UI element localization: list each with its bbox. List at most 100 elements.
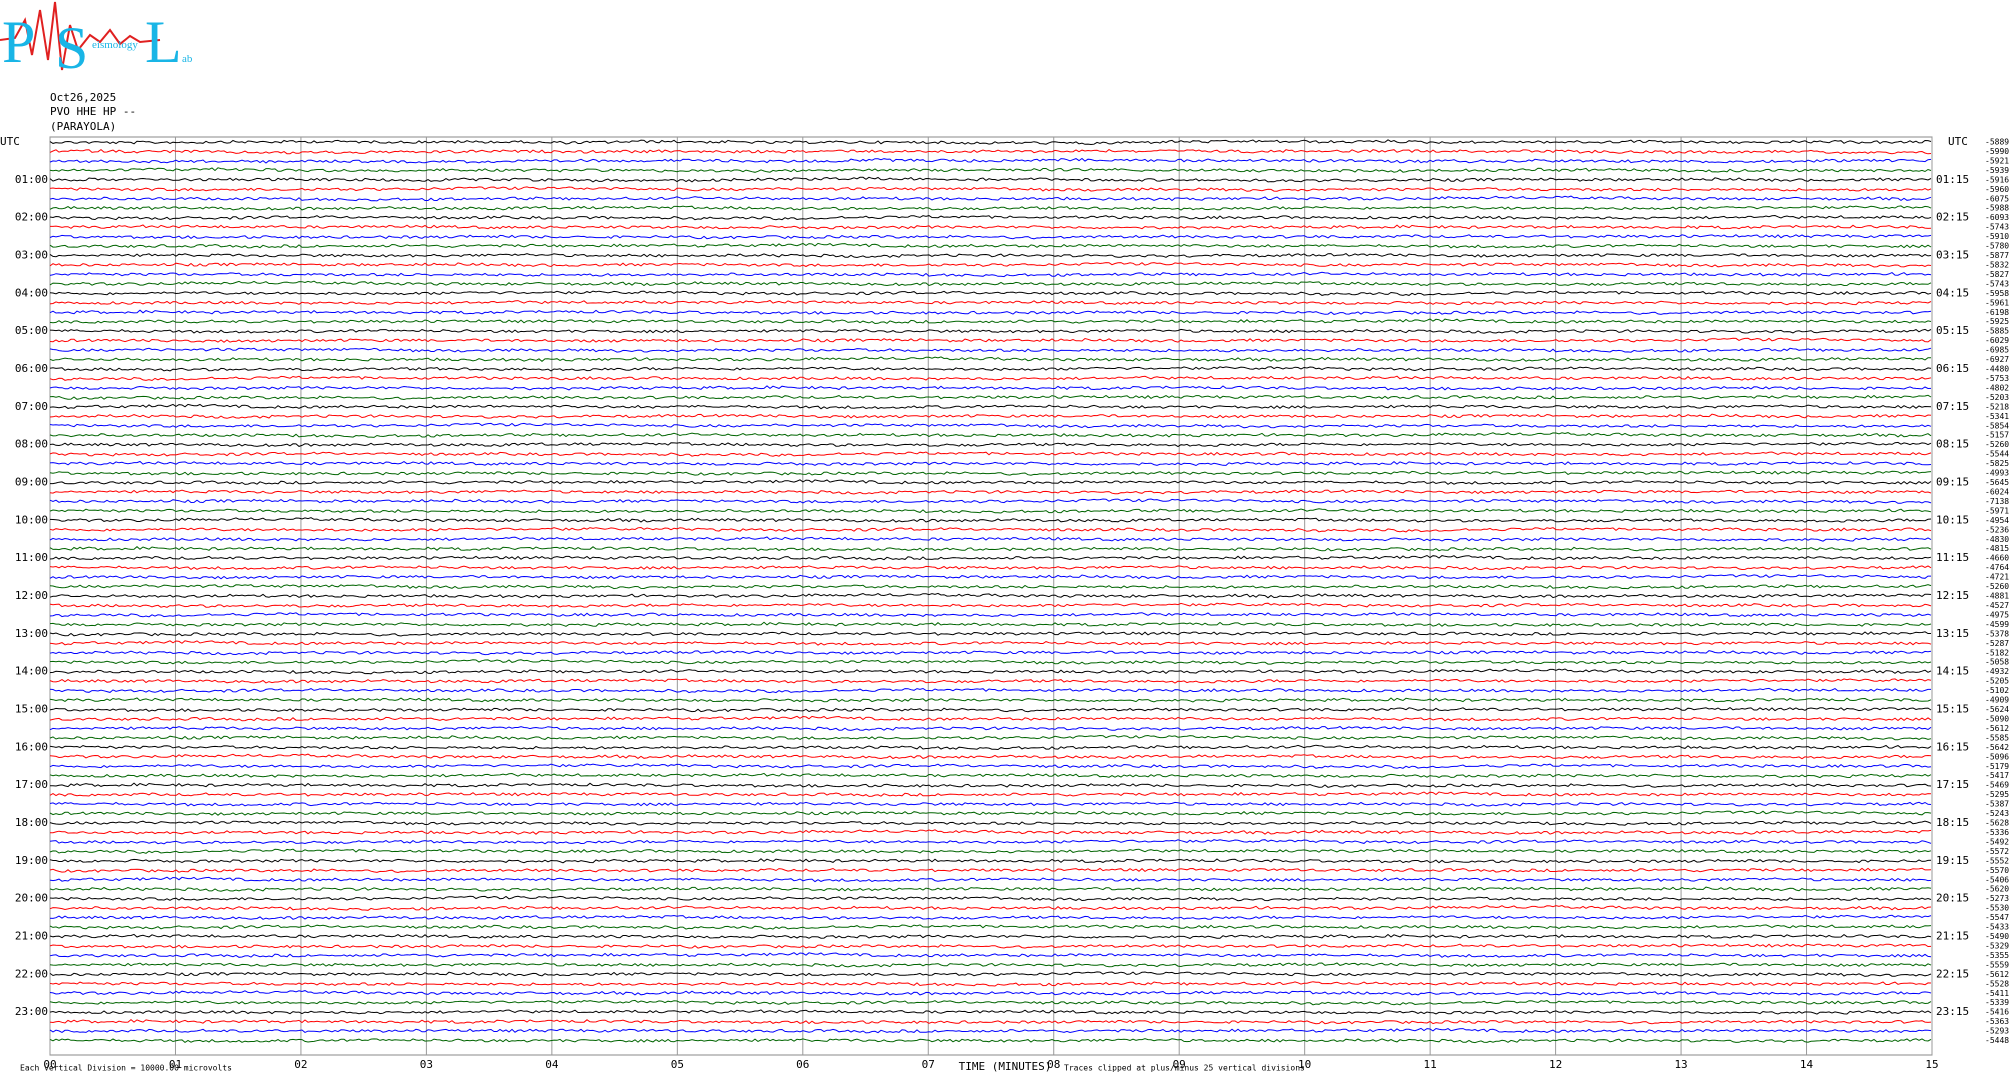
trace-offset: -5988 [1985,204,2009,213]
hour-label-right: 03:15 [1936,249,1969,262]
hour-label-right: 05:15 [1936,324,1969,337]
trace-offset: -5645 [1985,478,2009,487]
trace [49,451,1932,457]
trace [49,176,1932,183]
trace-offset: -4830 [1985,535,2009,544]
trace [49,526,1932,533]
trace [49,271,1932,278]
trace-offset: -5547 [1985,913,2009,922]
hour-label-right: 06:15 [1936,362,1969,375]
trace-offset: -5925 [1985,317,2009,326]
trace [49,546,1932,552]
trace-offset: -5218 [1985,402,2009,411]
trace [49,309,1932,315]
trace [49,375,1932,382]
hour-label: 07:00 [15,400,48,413]
trace [49,1027,1932,1034]
trace [49,470,1932,476]
trace [49,715,1932,722]
x-tick-label: 14 [1800,1058,1814,1071]
hour-label-right: 14:15 [1936,665,1969,678]
trace-offset: -5341 [1985,412,2009,421]
trace-offset: -6029 [1985,336,2009,345]
trace [49,195,1932,202]
trace-offset: -4932 [1985,667,2009,676]
x-tick-label: 12 [1549,1058,1562,1071]
trace-offset: -5102 [1985,686,2009,695]
trace [49,394,1932,401]
trace [49,943,1932,949]
trace-offset: -5570 [1985,866,2009,875]
x-tick-label: 15 [1925,1058,1938,1071]
trace [49,914,1932,921]
hour-label: 14:00 [15,665,48,678]
trace-offset: -5743 [1985,279,2009,288]
right-axis-label: UTC [1948,135,1968,148]
trace [49,876,1932,883]
trace [50,224,1932,230]
trace [49,971,1932,977]
trace-offset: -5889 [1985,138,2009,147]
trace-offset: -5260 [1985,440,2009,449]
trace [49,347,1932,353]
trace-offset: -5406 [1985,875,2009,884]
trace-offset: -5743 [1985,223,2009,232]
logo-letter: S [55,15,88,81]
trace-offset: -6198 [1985,308,2009,317]
x-tick-label: 03 [420,1058,433,1071]
trace [49,253,1932,259]
logo: P S eismology L ab [0,1,193,81]
trace [49,659,1932,665]
hour-label: 09:00 [15,476,48,489]
trace-offset: -4527 [1985,601,2009,610]
trace [49,1038,1932,1044]
hour-label-right: 22:15 [1936,967,1969,980]
trace-offset: -4975 [1985,610,2009,619]
trace-offset: -5885 [1985,327,2009,336]
trace-offset: -5612 [1985,724,2009,733]
hour-label: 15:00 [15,703,48,716]
trace-offset: -5971 [1985,506,2009,515]
hour-label: 04:00 [15,286,48,299]
hour-label: 08:00 [15,438,48,451]
trace [49,139,1932,146]
trace [49,820,1932,826]
trace-offset: -5910 [1985,232,2009,241]
trace-offset: -5612 [1985,970,2009,979]
trace-offset: -5448 [1985,1036,2009,1045]
trace-offset: -5339 [1985,998,2009,1007]
trace-offset: -4909 [1985,696,2009,705]
trace-offset: -5827 [1985,270,2009,279]
trace-offset: -5378 [1985,629,2009,638]
trace [49,678,1932,684]
trace [49,668,1932,675]
trace [49,1018,1932,1025]
trace [49,602,1932,608]
trace [49,621,1932,627]
trace-offset: -5469 [1985,781,2009,790]
hour-label: 16:00 [15,740,48,753]
trace [49,565,1932,571]
trace [49,366,1932,372]
trace-offset: -4599 [1985,620,2009,629]
trace-offset: -5958 [1985,289,2009,298]
hour-label: 21:00 [15,930,48,943]
x-tick-label: 01 [169,1058,182,1071]
trace-offset: -5433 [1985,923,2009,932]
scale-note: Each Vertical Division = 10000.00 microv… [20,1064,232,1073]
trace [49,290,1932,296]
trace [49,952,1932,958]
trace [49,328,1932,334]
hour-label: 05:00 [15,324,48,337]
trace [49,650,1932,656]
hour-label-right: 07:15 [1936,400,1969,413]
hour-label-right: 16:15 [1936,740,1969,753]
trace [49,584,1932,590]
trace-offset: -5916 [1985,175,2009,184]
hour-label-right: 15:15 [1936,703,1969,716]
hour-label: 11:00 [15,551,48,564]
trace [49,186,1932,192]
trace [49,318,1932,325]
trace-offset: -5182 [1985,648,2009,657]
trace [49,962,1932,968]
